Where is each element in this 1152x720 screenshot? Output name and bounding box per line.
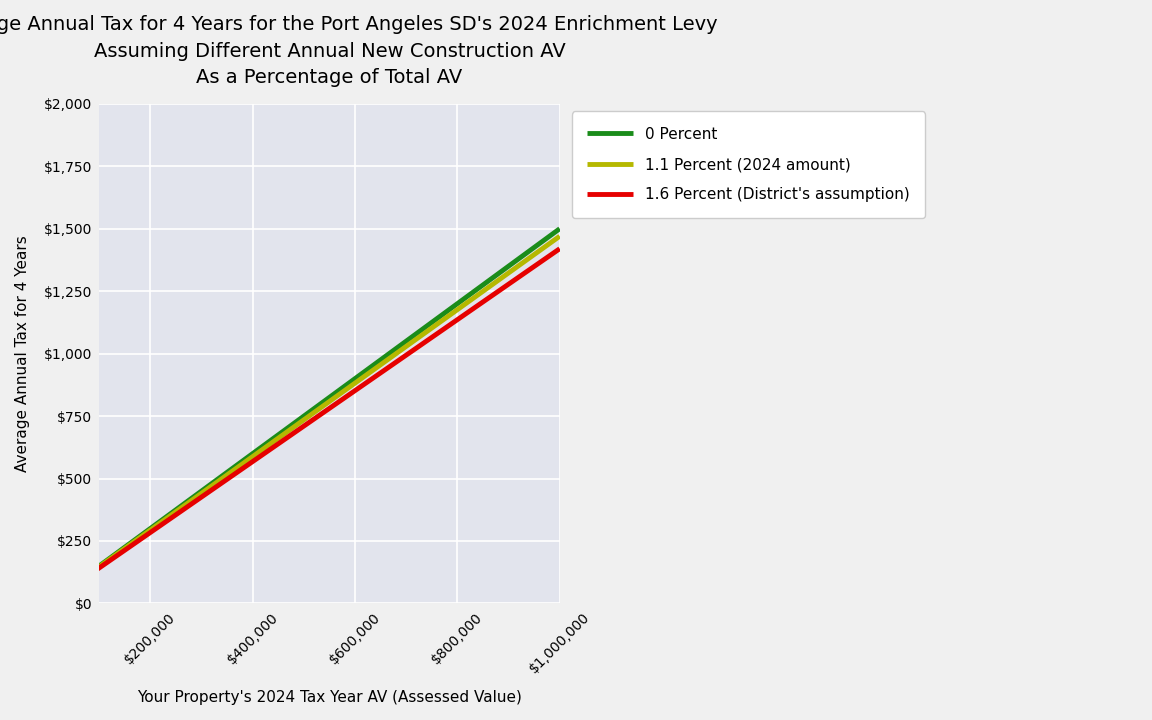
0 Percent	[440, 307, 454, 315]
1.1 Percent (2024 amount)	[266, 437, 280, 446]
1.1 Percent (2024 amount)	[393, 347, 407, 356]
Line: 1.1 Percent (2024 amount): 1.1 Percent (2024 amount)	[48, 236, 560, 603]
Title: Average Annual Tax for 4 Years for the Port Angeles SD's 2024 Enrichment Levy
As: Average Annual Tax for 4 Years for the P…	[0, 15, 718, 87]
Line: 1.6 Percent (District's assumption): 1.6 Percent (District's assumption)	[48, 248, 560, 603]
1.1 Percent (2024 amount)	[449, 306, 463, 315]
1.1 Percent (2024 amount)	[248, 451, 262, 459]
1.6 Percent (District's assumption)	[266, 443, 280, 451]
0 Percent	[248, 448, 262, 456]
0 Percent	[553, 225, 567, 233]
1.6 Percent (District's assumption)	[440, 323, 454, 331]
1.6 Percent (District's assumption)	[248, 456, 262, 464]
1.1 Percent (2024 amount)	[93, 562, 107, 570]
1.1 Percent (2024 amount)	[553, 232, 567, 240]
1.1 Percent (2024 amount)	[41, 599, 55, 608]
Y-axis label: Average Annual Tax for 4 Years: Average Annual Tax for 4 Years	[15, 235, 30, 472]
1.6 Percent (District's assumption)	[41, 599, 55, 608]
0 Percent	[393, 342, 407, 351]
1.6 Percent (District's assumption)	[553, 244, 567, 253]
1.6 Percent (District's assumption)	[449, 316, 463, 325]
0 Percent	[93, 561, 107, 570]
0 Percent	[41, 599, 55, 608]
1.6 Percent (District's assumption)	[393, 356, 407, 364]
X-axis label: Your Property's 2024 Tax Year AV (Assessed Value): Your Property's 2024 Tax Year AV (Assess…	[137, 690, 522, 705]
Legend: 0 Percent, 1.1 Percent (2024 amount), 1.6 Percent (District's assumption): 0 Percent, 1.1 Percent (2024 amount), 1.…	[571, 112, 925, 217]
1.1 Percent (2024 amount)	[440, 312, 454, 321]
Line: 0 Percent: 0 Percent	[48, 229, 560, 603]
0 Percent	[449, 300, 463, 309]
1.6 Percent (District's assumption)	[93, 563, 107, 572]
0 Percent	[266, 434, 280, 443]
